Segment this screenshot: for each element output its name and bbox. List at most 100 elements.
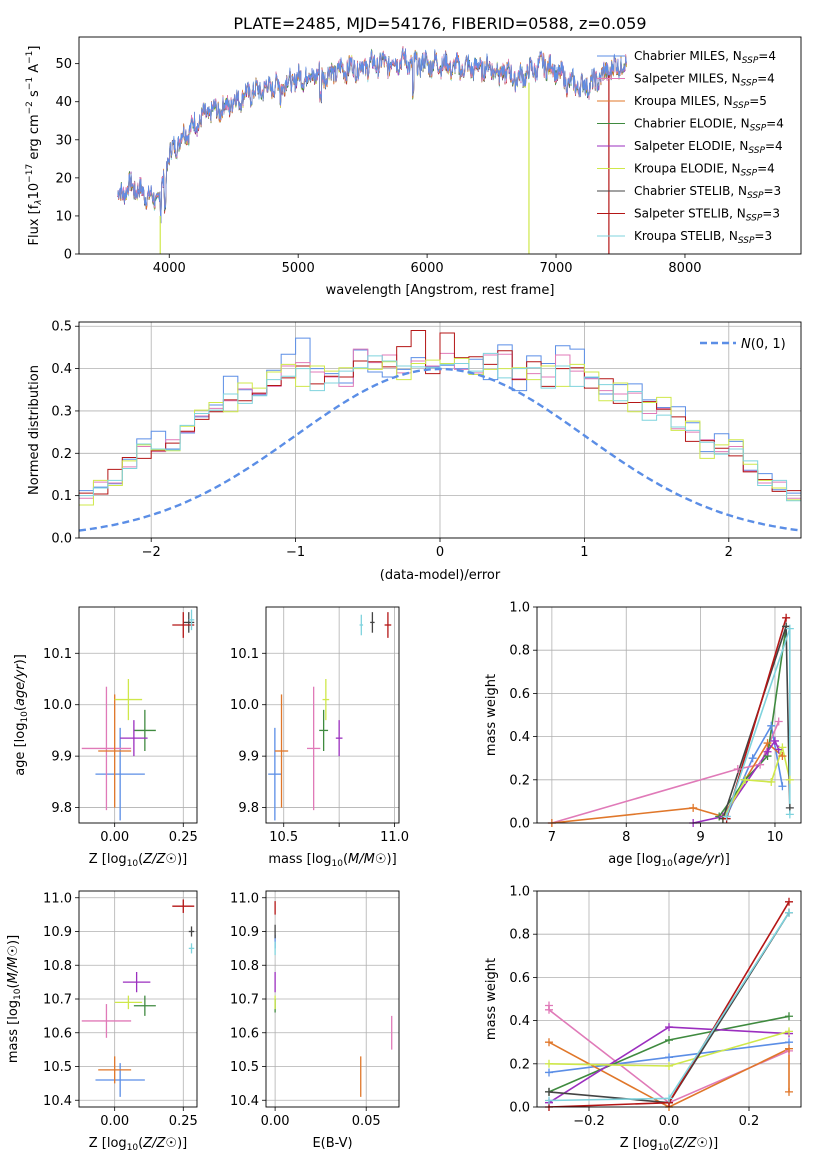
y-tick-label: 10.9 [43, 925, 72, 940]
x-tick-label: 7 [548, 830, 556, 845]
label-part: age/yr [13, 663, 28, 706]
weight-marker-kroupa_elodie [785, 775, 794, 784]
label-part: )] [13, 654, 28, 664]
weight-line-chabrier_stelib [722, 626, 791, 819]
x-tick-label: 0.25 [169, 830, 198, 845]
label-part: =3 [764, 184, 782, 198]
weight-marker-kroupa_stelib [785, 810, 794, 819]
label-part: Z [log [620, 1136, 658, 1151]
weight-marker-chabrier_miles [778, 782, 787, 791]
label-part: (0, 1) [751, 337, 786, 352]
residuals-panel: −2 −1 0 1 2 0.0 0.1 0.2 0.3 0.4 0.5 (data-model)/er… [27, 320, 802, 583]
mass_weight_vs_age-plot-area [537, 607, 801, 823]
weight-marker-salpeter_elodie [665, 1023, 673, 1032]
x-tick-label: 5000 [282, 261, 315, 276]
mass_weight_vs_age-frame [536, 606, 802, 824]
label-part: Z/Z☉ [673, 1136, 708, 1151]
y-tick-label: 0.4 [509, 730, 530, 745]
spectrum-xlabel: wavelength [Angstrom, rest frame] [326, 283, 555, 298]
label-part: 10 [127, 1143, 139, 1153]
weight-marker-kroupa_miles [763, 739, 772, 748]
gaussian-curve [79, 367, 801, 532]
label-part: =4 [765, 139, 783, 153]
x-tick-label: 0.05 [352, 1114, 381, 1129]
age_vs_Z-panel: 0.00 0.259.89.910.010.1Z [log10(Z/Z☉)]age… [13, 606, 198, 869]
label-part: 10 [127, 859, 139, 869]
label-part: s [27, 90, 42, 101]
y-tick-label: 0.0 [509, 817, 530, 832]
x-tick-label: 6000 [411, 261, 444, 276]
label-part: ( [6, 983, 21, 988]
label-part: =3 [754, 229, 772, 243]
weight-marker-salpeter_stelib [782, 613, 791, 622]
label-part: age/yr [678, 852, 721, 867]
label-part: SSP [742, 56, 759, 66]
histogram-salpeter_stelib [79, 329, 801, 495]
label-part: SSP [750, 124, 767, 134]
residuals-ylabel: Normed distribution [27, 365, 42, 495]
weight-marker-kroupa_elodie [545, 1059, 553, 1068]
y-tick-label: 0.3 [51, 404, 72, 419]
weight-marker-kroupa_elodie [778, 743, 787, 752]
residuals-frame [78, 321, 802, 539]
y-tick-label: 0.0 [51, 532, 72, 547]
label-part: =3 [762, 207, 780, 221]
spectrum-frame [78, 36, 802, 255]
label-part: 10 [661, 859, 673, 869]
y-tick-label: 10.9 [230, 925, 259, 940]
label-part: Kroupa MILES, N [634, 94, 733, 108]
residuals-xlabel: (data-model)/error [380, 568, 501, 583]
mass_weight_vs_Z-ylabel: mass weight [484, 958, 499, 1040]
x-tick-label: −2 [142, 545, 161, 560]
y-tick-label: 10.1 [43, 647, 72, 662]
y-tick-label: 30 [55, 133, 72, 148]
label-part: )] [708, 1136, 718, 1151]
label-part: SSP [748, 146, 765, 156]
y-tick-label: 40 [55, 95, 72, 110]
y-tick-label: 0.2 [51, 447, 72, 462]
y-tick-label: 11.0 [230, 891, 259, 906]
y-tick-label: 1.0 [509, 601, 530, 616]
mass_weight_vs_age-ylabel: mass weight [484, 674, 499, 756]
x-tick-label: 0.00 [100, 1114, 129, 1129]
mass_vs_Z-panel: 0.00 0.25 10.4 10.5 10.6 10.7 10.8 10.9 11.0 Z [l… [6, 890, 198, 1153]
weight-marker-kroupa_miles [785, 1087, 793, 1096]
legend-label-salpeter_elodie: Salpeter ELODIE, NSSP=4 [634, 139, 783, 156]
mass_vs_Z-xlabel: Z [log10(Z/Z☉)] [89, 1136, 187, 1153]
age_vs_mass-plot-area [266, 607, 399, 823]
x-tick-label: 10.5 [269, 830, 298, 845]
weight-marker-kroupa_stelib [785, 624, 794, 633]
weight-marker-salpeter_miles [733, 765, 742, 773]
x-tick-label: 10 [767, 830, 784, 845]
x-tick-label: −0.2 [573, 1114, 605, 1129]
weight-marker-salpeter_miles [756, 760, 765, 769]
label-part: age [log [608, 852, 661, 867]
legend-label-salpeter_miles: Salpeter MILES, NSSP=4 [634, 72, 775, 89]
age_vs_Z-xlabel: Z [log10(Z/Z☉)] [89, 852, 187, 869]
label-part: 10 [20, 711, 30, 723]
weight-marker-kroupa_stelib [665, 1094, 673, 1103]
label-part: Kroupa STELIB, N [634, 229, 738, 243]
label-part: ] [27, 46, 42, 51]
mass_weight_vs_age-xlabel: age [log10(age/yr)] [608, 852, 730, 869]
weight-marker-kroupa_elodie [767, 777, 776, 786]
y-tick-label: 10.5 [43, 1060, 72, 1075]
spectrum-panel: 4000 5000 6000 7000 8000 0 10 20 30 40 50 wavelengt… [25, 36, 802, 298]
y-tick-label: 0.4 [509, 1014, 530, 1029]
mass_weight_vs_Z-xlabel: Z [log10(Z/Z☉)] [620, 1136, 718, 1153]
weight-marker-kroupa_stelib [722, 812, 731, 821]
label-part: SSP [747, 191, 764, 201]
weight-marker-chabrier_elodie [785, 1012, 793, 1021]
y-tick-label: 50 [55, 57, 72, 72]
label-part: −1 [25, 77, 35, 90]
label-part: ( [669, 1136, 674, 1151]
label-part: 10 [332, 859, 344, 869]
y-tick-label: 10.0 [43, 698, 72, 713]
y-tick-label: 9.9 [238, 750, 259, 765]
weight-marker-salpeter_elodie [770, 736, 779, 745]
weight-marker-chabrier_miles [545, 1068, 553, 1077]
label-part: ( [13, 706, 28, 711]
label-part: 10 [27, 183, 42, 200]
